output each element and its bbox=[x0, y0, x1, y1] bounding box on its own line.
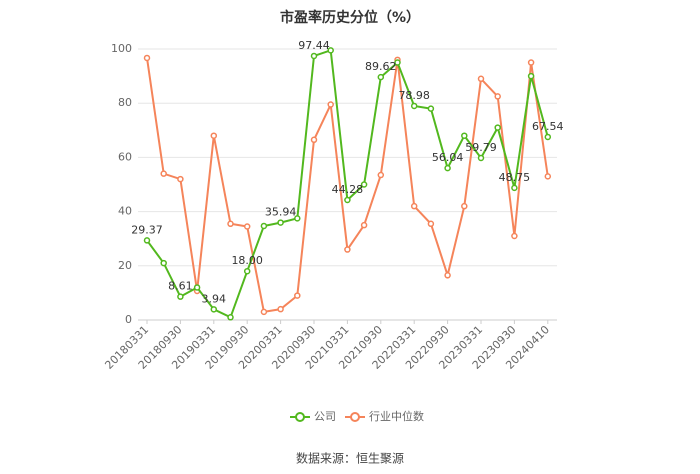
point bbox=[294, 215, 301, 222]
point bbox=[377, 171, 385, 179]
chart-title: 市盈率历史分位（%） bbox=[280, 9, 420, 26]
data-label: 44.28 bbox=[332, 183, 364, 196]
legend-marker bbox=[350, 412, 360, 422]
data-label: 48.75 bbox=[499, 171, 531, 184]
legend-label: 公司 bbox=[314, 410, 336, 423]
y-tick-label: 0 bbox=[125, 313, 132, 326]
point bbox=[477, 154, 485, 162]
point bbox=[527, 59, 535, 66]
data-label: 59.79 bbox=[465, 141, 497, 154]
point bbox=[410, 202, 418, 210]
point bbox=[210, 132, 218, 139]
data-label: 67.54 bbox=[532, 120, 564, 133]
point bbox=[243, 223, 251, 230]
data-label: 89.62 bbox=[365, 60, 397, 73]
point bbox=[143, 54, 151, 62]
point bbox=[227, 220, 234, 228]
point bbox=[193, 284, 201, 291]
point bbox=[344, 246, 351, 253]
point bbox=[360, 181, 368, 188]
point bbox=[160, 170, 167, 177]
point bbox=[327, 47, 334, 54]
point bbox=[477, 75, 485, 83]
point bbox=[394, 59, 401, 66]
point bbox=[277, 219, 284, 226]
point bbox=[427, 105, 435, 112]
point bbox=[260, 308, 268, 316]
point bbox=[511, 184, 518, 192]
point bbox=[461, 132, 468, 139]
legend-marker bbox=[295, 412, 305, 422]
legend-item: 公司 bbox=[290, 410, 336, 423]
data-label: 35.94 bbox=[265, 206, 297, 219]
point bbox=[177, 293, 184, 300]
data-label: 8.61 bbox=[168, 280, 193, 293]
data-label: 18.00 bbox=[231, 254, 263, 267]
legend-label: 行业中位数 bbox=[369, 409, 424, 423]
point bbox=[260, 222, 268, 230]
point bbox=[494, 124, 501, 131]
point bbox=[444, 164, 451, 172]
source: 数据来源：恒生聚源 bbox=[296, 451, 404, 466]
point bbox=[310, 52, 318, 60]
point bbox=[461, 202, 468, 210]
point bbox=[544, 173, 552, 180]
point bbox=[327, 101, 334, 108]
data-label: 56.04 bbox=[432, 151, 464, 164]
y-tick-label: 40 bbox=[118, 205, 132, 218]
point bbox=[310, 136, 318, 144]
point bbox=[360, 221, 368, 229]
point bbox=[494, 93, 501, 100]
point bbox=[511, 232, 518, 240]
data-label: 3.94 bbox=[202, 292, 227, 305]
point bbox=[377, 73, 385, 81]
point bbox=[527, 72, 535, 80]
y-tick-label: 100 bbox=[111, 42, 132, 55]
point bbox=[344, 196, 351, 204]
point bbox=[160, 259, 167, 267]
point bbox=[294, 292, 301, 299]
y-tick-label: 60 bbox=[118, 150, 132, 163]
point bbox=[277, 305, 284, 313]
point bbox=[243, 267, 251, 275]
point bbox=[143, 237, 151, 244]
y-tick-label: 20 bbox=[118, 259, 132, 272]
point bbox=[427, 220, 435, 228]
point bbox=[544, 133, 552, 141]
data-label: 97.44 bbox=[298, 39, 330, 52]
y-tick-label: 80 bbox=[118, 96, 132, 109]
legend-item: 行业中位数 bbox=[345, 409, 424, 423]
point bbox=[210, 306, 218, 313]
point bbox=[227, 314, 234, 321]
point bbox=[410, 102, 418, 110]
data-label: 78.98 bbox=[398, 89, 430, 102]
data-label: 29.37 bbox=[131, 223, 163, 236]
point bbox=[444, 272, 451, 279]
point bbox=[177, 175, 184, 183]
